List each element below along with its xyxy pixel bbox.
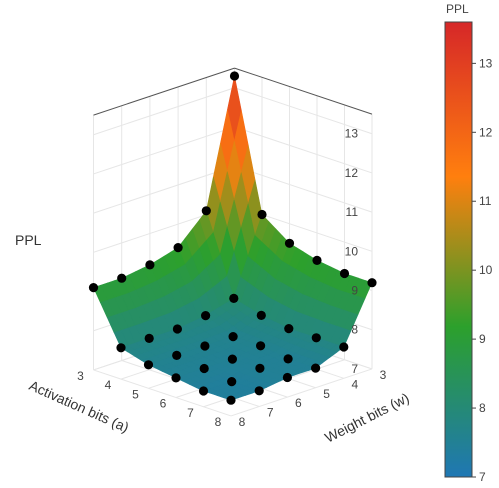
z-tick-label: 8 [351, 323, 358, 337]
data-point-a3-w3 [229, 71, 240, 81]
z-tick-label: 13 [345, 127, 359, 141]
y-tick-label: 4 [105, 378, 112, 392]
colorbar-title: PPL [446, 2, 469, 16]
x-tick-label: 8 [239, 415, 246, 429]
data-point-a6-w8 [171, 373, 181, 383]
data-point-a6-w3 [312, 255, 322, 265]
colorbar-tick-label: 10 [479, 263, 493, 277]
y-tick-label: 7 [187, 406, 194, 420]
data-point-a8-w4 [339, 342, 349, 352]
z-tick-label: 12 [345, 166, 359, 180]
x-tick-label: 4 [351, 377, 358, 391]
data-point-a3-w7 [117, 273, 127, 283]
data-point-a5-w4 [256, 310, 266, 320]
data-point-a6-w7 [199, 363, 209, 374]
colorbar [444, 21, 473, 478]
data-point-a4-w7 [144, 333, 154, 343]
data-point-a6-w6 [227, 354, 237, 364]
y-tick-label: 8 [215, 415, 222, 429]
x-tick-label: 5 [323, 387, 330, 401]
data-point-a5-w7 [172, 350, 182, 360]
data-point-a7-w8 [198, 386, 209, 396]
colorbar-ticks: 7 8 9 10 11 12 13 [472, 56, 493, 484]
data-point-a8-w3 [367, 278, 377, 288]
y-tick-label: 5 [132, 387, 139, 401]
colorbar-tick-label: 8 [479, 401, 486, 415]
data-point-a6-w4 [284, 324, 294, 334]
data-point-a8-w7 [254, 386, 264, 396]
data-point-a3-w5 [173, 243, 183, 253]
y-axis-title: Activation bits (a) [27, 377, 132, 435]
data-point-a7-w7 [227, 377, 237, 387]
colorbar-tick-label: 13 [479, 56, 493, 70]
data-point-a4-w6 [172, 324, 182, 334]
x-tick-label: 6 [295, 396, 302, 410]
z-tick-label: 11 [346, 205, 359, 219]
data-point-a4-w4 [229, 293, 239, 303]
z-tick-label: 9 [351, 284, 358, 298]
data-point-a7-w4 [311, 333, 321, 343]
data-point-a5-w8 [143, 360, 154, 370]
data-point-a4-w8 [116, 343, 126, 353]
data-point-a3-w4 [201, 206, 211, 216]
z-axis-title: PPL [15, 232, 42, 248]
data-point-a5-w5 [228, 332, 238, 342]
data-point-a7-w5 [283, 354, 293, 364]
data-point-a6-w5 [256, 341, 266, 351]
data-point-a8-w8 [226, 395, 236, 405]
colorbar-tick-label: 11 [479, 194, 492, 208]
data-point-a3-w8 [88, 283, 99, 293]
x-tick-label: 7 [267, 406, 274, 420]
colorbar-tick-label: 9 [479, 332, 486, 346]
data-point-a4-w5 [201, 311, 211, 321]
z-tick-label: 10 [345, 244, 359, 258]
data-markers [88, 71, 377, 405]
data-point-a7-w6 [255, 363, 265, 373]
data-point-a8-w6 [282, 372, 292, 383]
data-point-a4-w3 [257, 209, 267, 220]
data-point-a5-w3 [284, 238, 295, 248]
data-point-a5-w6 [200, 341, 210, 351]
colorbar-tick-label: 12 [479, 125, 493, 139]
axis-ticks: 7 8 9 10 11 12 13 3 4 5 6 7 8 3 4 5 6 7 8 [77, 127, 387, 429]
colorbar-tick-label: 7 [479, 470, 486, 484]
data-point-a7-w3 [339, 268, 350, 279]
y-tick-label: 3 [77, 369, 84, 383]
ppl-surface [93, 75, 373, 401]
y-tick-label: 6 [160, 397, 167, 411]
data-point-a8-w5 [311, 363, 321, 373]
z-tick-label: 7 [351, 362, 358, 376]
data-point-a3-w6 [145, 260, 155, 270]
x-axis-title: Weight bits (w) [322, 390, 412, 446]
x-tick-label: 3 [380, 368, 387, 382]
